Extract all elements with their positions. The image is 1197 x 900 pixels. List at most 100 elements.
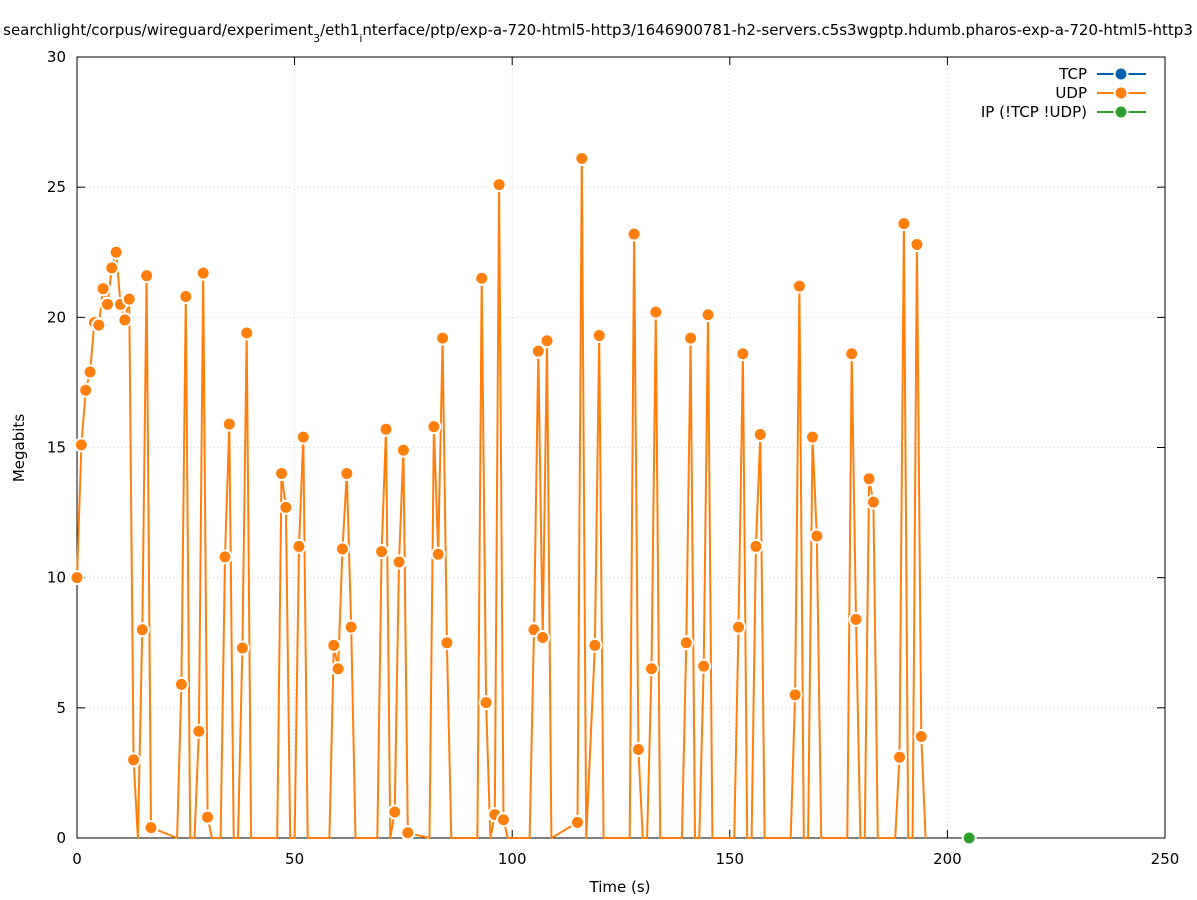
data-point: [117, 312, 133, 328]
y-tick-labels: 0 5 10 15 20 25 30: [47, 48, 66, 847]
data-point: [291, 538, 307, 554]
data-point-zero: [820, 837, 822, 839]
data-point: [913, 728, 929, 744]
data-point: [239, 325, 255, 341]
data-point-zero: [698, 837, 700, 839]
y-tick-label: 0: [56, 829, 66, 847]
data-point: [139, 268, 155, 284]
x-tick-label: 150: [715, 850, 744, 868]
data-point: [626, 226, 642, 242]
data-point: [530, 343, 546, 359]
y-tick-label: 25: [47, 178, 66, 196]
data-point-zero: [629, 837, 631, 839]
data-point: [143, 820, 159, 836]
x-tick-label: 50: [285, 850, 304, 868]
data-point: [126, 752, 142, 768]
data-point-zero: [911, 837, 914, 839]
data-point-zero: [681, 837, 683, 839]
data-point: [844, 346, 860, 362]
legend-label: UDP: [1055, 84, 1087, 102]
x-tick-labels: 0 50 100 150 200 250: [72, 850, 1179, 868]
data-point-zero: [907, 837, 909, 839]
data-point-zero: [237, 837, 239, 839]
data-point-zero: [764, 837, 766, 839]
data-point: [104, 260, 120, 276]
data-point: [221, 416, 237, 432]
data-point: [217, 549, 233, 565]
data-point: [234, 640, 250, 656]
data-point: [91, 317, 107, 333]
data-point: [569, 814, 585, 830]
data-point-zero: [220, 837, 222, 839]
data-point: [865, 494, 881, 510]
data-point: [809, 528, 825, 544]
data-point: [274, 466, 290, 482]
data-point: [73, 437, 89, 453]
data-point: [173, 676, 189, 692]
data-point: [495, 812, 511, 828]
data-point: [326, 637, 342, 653]
legend-label: IP (!TCP !UDP): [981, 103, 1087, 121]
data-point: [82, 364, 98, 380]
data-point-zero: [750, 837, 753, 839]
data-point-zero: [189, 837, 191, 839]
legend-entry: IP (!TCP !UDP): [981, 103, 1146, 121]
legend-marker: [1113, 104, 1129, 120]
series-line: [76, 157, 927, 839]
x-tick-label: 100: [498, 850, 527, 868]
y-tick-label: 15: [47, 439, 66, 457]
data-point-zero: [602, 837, 605, 839]
data-point: [731, 619, 747, 635]
data-point: [896, 216, 912, 232]
data-point: [278, 499, 294, 515]
data-point: [804, 429, 820, 445]
x-tick-label: 250: [1151, 850, 1180, 868]
data-point-zero: [428, 837, 431, 839]
x-tick-label: 0: [72, 850, 82, 868]
data-point-zero: [790, 837, 792, 839]
data-point: [387, 804, 403, 820]
chart-title-part: searchlight/corpus/wireguard/experiment: [3, 21, 313, 39]
data-point: [439, 635, 455, 651]
data-point: [108, 244, 124, 260]
data-point: [700, 307, 716, 323]
data-point: [200, 809, 216, 825]
series-layer: [69, 151, 977, 846]
data-point: [395, 442, 411, 458]
legend-marker: [1113, 85, 1129, 101]
data-point-zero: [585, 837, 587, 839]
data-point-zero: [694, 837, 696, 839]
data-point: [99, 296, 115, 312]
legend-marker: [1113, 66, 1129, 82]
y-tick-label: 30: [47, 48, 66, 66]
data-point-zero: [250, 837, 252, 839]
data-point-zero: [193, 837, 196, 839]
legend-entry: UDP: [1055, 84, 1146, 102]
data-point: [791, 278, 807, 294]
data-point: [696, 658, 712, 674]
data-point: [295, 429, 311, 445]
data-point: [787, 687, 803, 703]
data-point: [630, 741, 646, 757]
data-point-zero: [233, 837, 235, 839]
data-point-zero: [450, 837, 452, 839]
data-point: [343, 619, 359, 635]
data-point: [735, 346, 751, 362]
data-point: [478, 695, 494, 711]
data-point: [195, 265, 211, 281]
data-point: [683, 330, 699, 346]
data-point: [535, 630, 551, 646]
data-point: [430, 546, 446, 562]
data-point: [391, 554, 407, 570]
data-point-zero: [864, 837, 866, 839]
data-point: [591, 328, 607, 344]
data-point-zero: [659, 837, 661, 839]
data-point-zero: [807, 837, 809, 839]
data-point-zero: [846, 837, 848, 839]
data-point: [178, 289, 194, 305]
y-axis-label: Megabits: [10, 414, 28, 482]
data-point-zero: [642, 837, 644, 839]
data-point-zero: [711, 837, 713, 839]
data-point: [69, 570, 85, 586]
